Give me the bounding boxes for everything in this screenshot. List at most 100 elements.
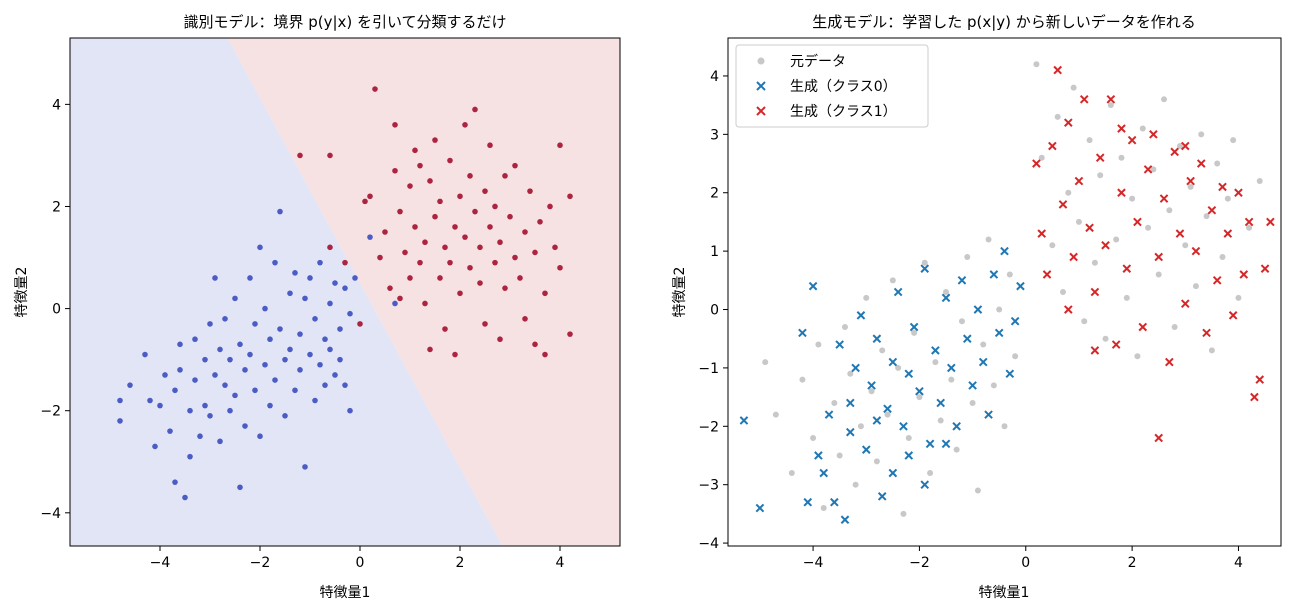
class0-point [302, 295, 308, 302]
class0-point [247, 351, 253, 358]
legend-label-class1: 生成（クラス1） [790, 104, 897, 120]
generated-class1-point [1090, 346, 1100, 355]
class1-point [487, 224, 493, 230]
class0-point [262, 361, 268, 368]
class1-point [367, 193, 373, 200]
original-data-point [841, 324, 848, 331]
original-data-point [895, 364, 902, 371]
generated-class1-point [1228, 311, 1238, 320]
class0-point [252, 321, 258, 327]
class1-point [392, 121, 398, 128]
class1-point [442, 244, 448, 251]
generated-class0-point [936, 398, 945, 408]
original-data-point [1219, 253, 1226, 260]
generated-class1-point [1074, 176, 1084, 186]
chart0-xlabel: 特徴量1 [320, 585, 371, 601]
generated-class1-point [1032, 159, 1041, 168]
class1-point [407, 275, 413, 281]
class1-point [557, 264, 563, 271]
class1-point [427, 178, 433, 184]
class0-point [327, 300, 333, 307]
chart1-axes-frame [727, 37, 1282, 547]
class1-point [567, 193, 573, 200]
generated-class0-point [877, 492, 887, 501]
class0-point [392, 300, 398, 307]
class0-point [252, 387, 258, 394]
class1-point [397, 295, 403, 302]
original-data-point [1123, 294, 1130, 301]
class0-point [222, 316, 228, 322]
chart0-plot-area [70, 38, 620, 546]
original-data-point [1038, 154, 1045, 161]
original-data-point [879, 347, 886, 354]
class1-point [417, 162, 423, 169]
generated-class1-point [1212, 276, 1222, 285]
generated-class0-point [845, 398, 855, 408]
generated-class0-point [840, 515, 850, 525]
generated-class0-point [931, 346, 940, 355]
class1-point [512, 254, 518, 261]
class1-point [452, 224, 458, 230]
original-data-point [1198, 131, 1205, 138]
generated-class0-point [845, 427, 855, 437]
class0-point [217, 438, 223, 445]
generated-class0-point [968, 381, 977, 390]
generated-class1-point [1186, 176, 1195, 186]
original-data-point [884, 411, 891, 418]
generated-class1-point [1260, 264, 1270, 273]
generated-class0-point [803, 497, 813, 507]
generated-class0-point [915, 386, 924, 396]
original-data-point [868, 388, 875, 395]
chart1-y-ticks: −4 −3 −2 −1 0 1 2 3 4 [698, 69, 728, 552]
class0-point [322, 382, 328, 388]
class1-point [492, 259, 498, 266]
chart1-title: 生成モデル：学習した p(x|y) から新しいデータを作れる [812, 13, 1196, 31]
generated-class0-point [989, 270, 999, 279]
generated-class1-point [1053, 65, 1062, 75]
class0-point [307, 275, 313, 281]
original-data-point [788, 470, 795, 477]
y-tick-label: −1 [698, 361, 719, 377]
generated-class0-point [856, 311, 866, 320]
generated-class1-point [1090, 287, 1100, 297]
class0-point [242, 367, 248, 373]
original-data-point [1224, 195, 1231, 202]
original-data-point [996, 306, 1003, 313]
original-data-point [836, 452, 843, 459]
class1-point [387, 285, 393, 291]
generated-class0-point [883, 404, 892, 414]
original-data-point [1171, 324, 1178, 331]
generated-class1-point [1218, 182, 1227, 192]
original-data-point [1208, 347, 1215, 354]
original-data-point [852, 481, 859, 488]
original-data-point [1230, 137, 1237, 144]
class0-point [242, 423, 248, 429]
x-tick-label: 2 [456, 555, 465, 571]
generated-class0-point [941, 439, 951, 449]
original-data-point [1118, 154, 1125, 161]
generated-class0-point [962, 334, 972, 344]
original-data-point [985, 236, 992, 243]
class1-point [507, 213, 513, 220]
original-data-point [1059, 289, 1066, 295]
chart0-ylabel: 特徴量2 [14, 267, 30, 318]
class1-point [422, 239, 428, 246]
original-data-point [1139, 125, 1146, 132]
generated-class0-point [984, 410, 993, 419]
generated-class1-point [1149, 130, 1158, 139]
original-data-point [831, 399, 838, 406]
generated-class1-point [1106, 95, 1116, 104]
generated-class1-point [1244, 217, 1254, 227]
x-tick-label: −2 [250, 555, 271, 571]
class1-point [477, 280, 483, 286]
class0-point [217, 346, 223, 353]
class0-point [192, 377, 198, 383]
generated-class1-point [1143, 165, 1153, 174]
class0-point [212, 372, 218, 378]
generated-class1-point [1159, 194, 1169, 203]
generated-class0-point [888, 468, 898, 478]
class0-point [277, 326, 283, 332]
original-data-point [772, 411, 779, 418]
class1-point [482, 321, 488, 327]
original-data-point [1166, 207, 1173, 214]
